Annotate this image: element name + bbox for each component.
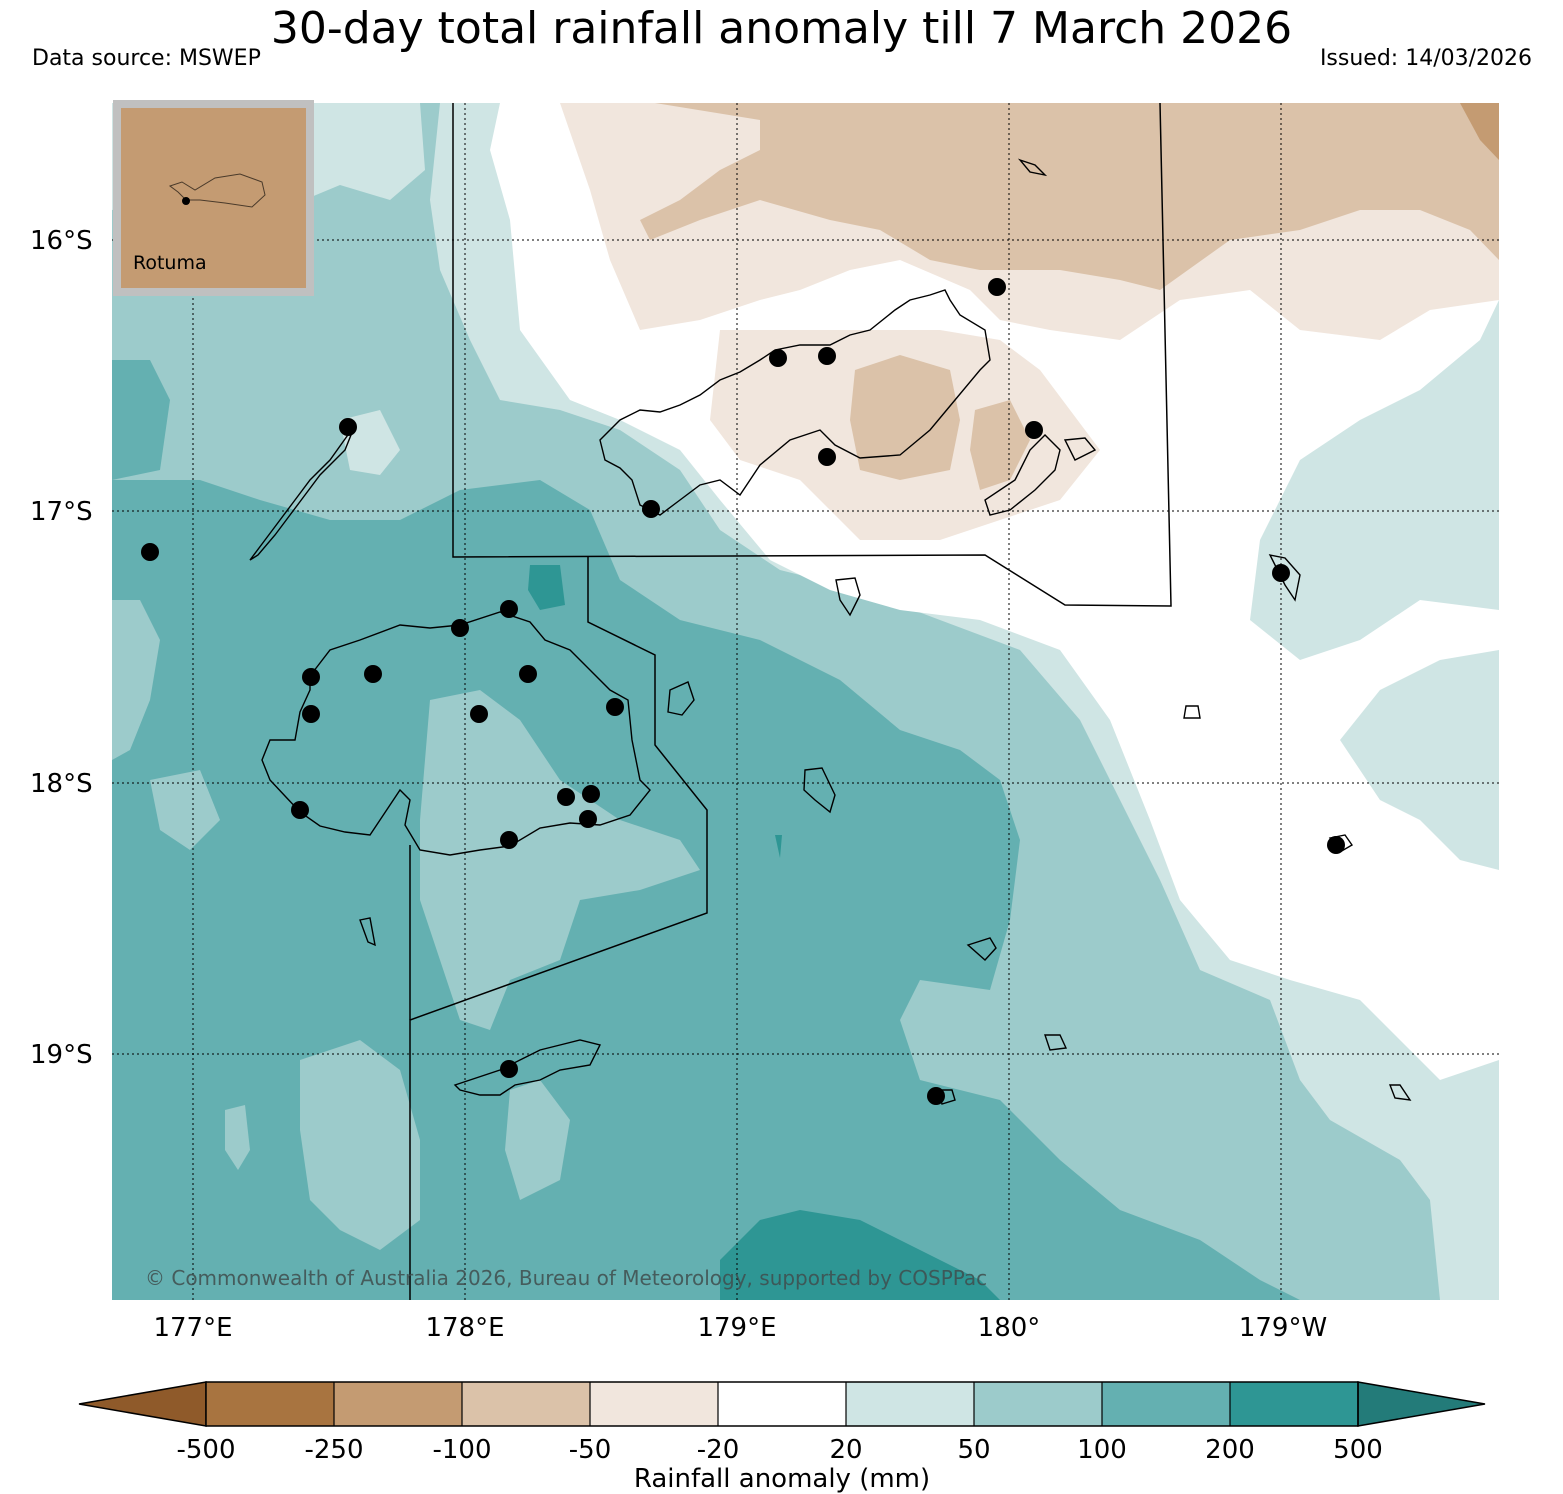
lon-tick-labels: 177°E 178°E 179°E 180° 179°W bbox=[153, 1313, 1327, 1343]
contour-200-500-viti bbox=[528, 565, 565, 610]
station-marker bbox=[339, 418, 357, 436]
contour-100-200-main bbox=[112, 480, 1300, 1300]
contour-minus50-minus100-vanua bbox=[850, 355, 960, 480]
issued-date-label: Issued: 14/03/2026 bbox=[1319, 46, 1532, 71]
lon-tick-label: 177°E bbox=[153, 1313, 232, 1343]
colorbar-low-extend bbox=[78, 1381, 207, 1427]
station-marker bbox=[606, 698, 624, 716]
contour-50-100-hole-e bbox=[150, 770, 220, 850]
station-marker bbox=[364, 665, 382, 683]
station-marker bbox=[582, 785, 600, 803]
colorbar-segment bbox=[206, 1382, 334, 1426]
contour-minus50-minus100-vanua2 bbox=[970, 400, 1030, 490]
colorbar-tick-label: 200 bbox=[1205, 1435, 1255, 1465]
lat-tick-label: 18°S bbox=[30, 769, 93, 799]
coast-taveuni bbox=[984, 434, 1061, 516]
coast-island-3 bbox=[803, 767, 836, 814]
coast-vanua-levu bbox=[599, 289, 991, 516]
coast-island-11 bbox=[1388, 1084, 1412, 1101]
lon-tick-label: 179°E bbox=[697, 1313, 776, 1343]
station-marker bbox=[1327, 836, 1345, 854]
station-marker bbox=[500, 600, 518, 618]
map-title: 30-day total rainfall anomaly till 7 Mar… bbox=[270, 3, 1293, 54]
colorbar-tick-label: -20 bbox=[697, 1435, 739, 1465]
colorbar-segment bbox=[974, 1382, 1102, 1426]
station-marker bbox=[470, 705, 488, 723]
coast-island-6 bbox=[1044, 1034, 1068, 1051]
coast-island-8 bbox=[1017, 158, 1048, 177]
station-marker bbox=[579, 810, 597, 828]
station-marker bbox=[302, 668, 320, 686]
station-marker bbox=[500, 1060, 518, 1078]
station-marker bbox=[1272, 564, 1290, 582]
colorbar-segment bbox=[718, 1382, 846, 1426]
division-boundaries bbox=[409, 102, 1172, 1300]
station-marker bbox=[1025, 421, 1043, 439]
colorbar-tick-label: -100 bbox=[432, 1435, 491, 1465]
contour-50-100-hole-d bbox=[112, 600, 160, 760]
station-marker bbox=[927, 1087, 945, 1105]
station-marker bbox=[302, 705, 320, 723]
colorbar-tick-label: -50 bbox=[569, 1435, 611, 1465]
colorbar-segment bbox=[590, 1382, 718, 1426]
station-marker bbox=[519, 665, 537, 683]
colorbar-segment bbox=[1230, 1382, 1358, 1426]
contour-100-200-west-upper bbox=[112, 360, 170, 480]
colorbar-tick-label: 500 bbox=[1333, 1435, 1383, 1465]
lon-tick-label: 178°E bbox=[425, 1313, 504, 1343]
stations bbox=[141, 278, 1345, 1105]
coast-island-4 bbox=[966, 937, 997, 961]
rotuma-station-marker bbox=[182, 197, 190, 205]
contour-minus50-minus100-north bbox=[640, 103, 1499, 290]
data-source-label: Data source: MSWEP bbox=[32, 46, 261, 71]
colorbar-tick-label: 20 bbox=[829, 1435, 862, 1465]
coast-island-5 bbox=[359, 917, 376, 947]
lat-tick-label: 17°S bbox=[30, 497, 93, 527]
contour-50-100-hole-f bbox=[225, 1105, 250, 1170]
colorbar-segment bbox=[1102, 1382, 1230, 1426]
colorbar-label: Rainfall anomaly (mm) bbox=[634, 1464, 930, 1494]
colorbar-tick-label: -250 bbox=[304, 1435, 363, 1465]
station-marker bbox=[988, 278, 1006, 296]
colorbar-tick-label: -500 bbox=[176, 1435, 235, 1465]
lat-tick-label: 19°S bbox=[30, 1040, 93, 1070]
contour-50-100-hole-a bbox=[420, 690, 700, 1030]
colorbar: -500 -250 -100 -50 -20 20 50 100 200 500… bbox=[78, 1381, 1486, 1494]
colorbar-segment bbox=[334, 1382, 462, 1426]
coast-island-2 bbox=[667, 681, 695, 716]
coast-island-1 bbox=[835, 577, 861, 617]
lat-tick-labels: 16°S 17°S 18°S 19°S bbox=[30, 226, 93, 1070]
lon-tick-label: 179°W bbox=[1239, 1313, 1327, 1343]
copyright-notice: © Commonwealth of Australia 2026, Bureau… bbox=[145, 1266, 987, 1290]
colorbar-segment bbox=[846, 1382, 974, 1426]
station-marker bbox=[818, 347, 836, 365]
colorbar-high-extend bbox=[1357, 1381, 1486, 1427]
rotuma-inset: Rotuma bbox=[113, 100, 314, 296]
coast-island-12 bbox=[1063, 437, 1097, 461]
graticule bbox=[112, 103, 1499, 1300]
station-marker bbox=[451, 619, 469, 637]
lon-tick-label: 180° bbox=[978, 1313, 1041, 1343]
coast-yasawa bbox=[249, 424, 356, 561]
rotuma-label: Rotuma bbox=[133, 252, 207, 274]
contour-200-500-south bbox=[720, 1210, 1000, 1300]
station-marker bbox=[291, 801, 309, 819]
contour-200-500-spot bbox=[775, 835, 782, 858]
colorbar-tick-label: 100 bbox=[1077, 1435, 1127, 1465]
contour-50-100-hole-b bbox=[300, 1040, 420, 1250]
station-marker bbox=[818, 448, 836, 466]
contour-minus100-minus250-corner bbox=[1460, 103, 1499, 160]
colorbar-tick-label: 50 bbox=[957, 1435, 990, 1465]
station-marker bbox=[642, 500, 660, 518]
contour-50-100-hole-c bbox=[505, 1080, 570, 1200]
lat-tick-label: 16°S bbox=[30, 226, 93, 256]
anomaly-contours bbox=[112, 103, 1499, 1300]
station-marker bbox=[557, 788, 575, 806]
coast-island-7 bbox=[1183, 705, 1201, 719]
station-marker bbox=[769, 349, 787, 367]
station-marker bbox=[141, 543, 159, 561]
station-marker bbox=[500, 831, 518, 849]
colorbar-segment bbox=[462, 1382, 590, 1426]
